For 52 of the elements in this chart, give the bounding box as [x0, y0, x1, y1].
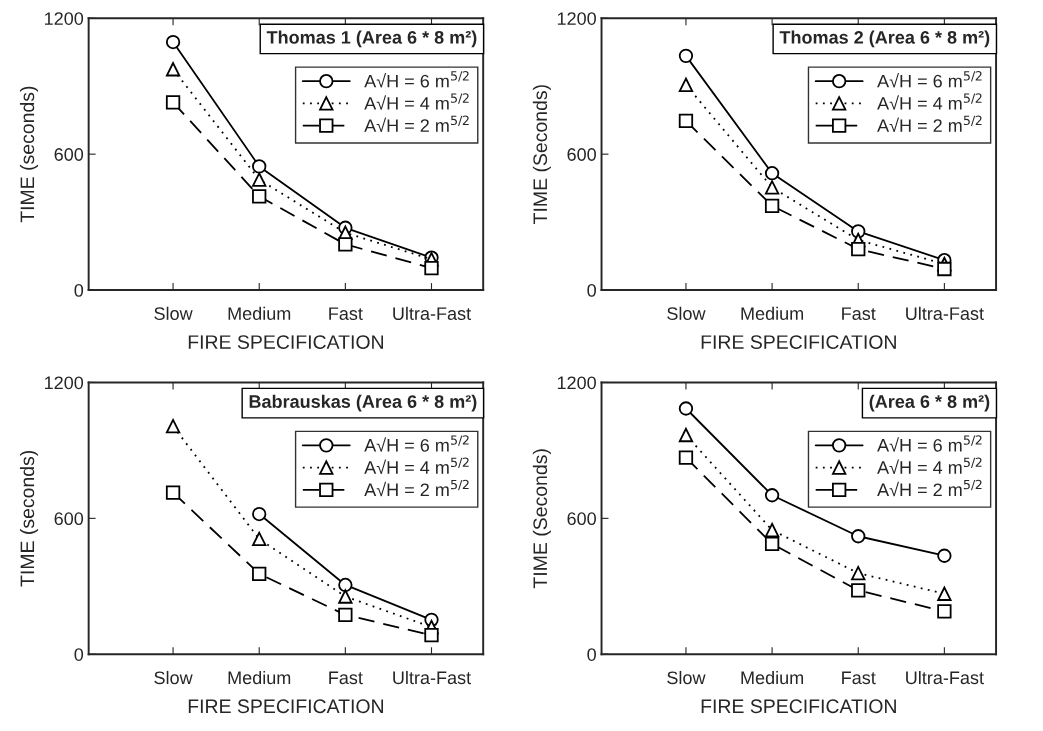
x-tick-label: Fast: [329, 671, 363, 685]
x-axis-title: FIRE SPECIFICATION: [701, 699, 896, 714]
x-tick-label: Medium: [741, 306, 804, 320]
y-tick-label: 0: [587, 648, 596, 661]
text: Babrauskas (Area 6 * 8 m²): [249, 394, 477, 412]
x-tick-label: Ultra-Fast: [906, 670, 984, 685]
x-axis-title: FIRE SPECIFICATION: [701, 335, 896, 349]
y-tick-label: 1200: [557, 376, 596, 390]
legend-label: A√H = 4 m$^{5/2}$: [877, 93, 982, 110]
x-tick-label: Medium: [228, 306, 291, 320]
y-tick-label: 1200: [45, 376, 84, 390]
x-tick-label: Slow: [154, 306, 193, 320]
x-axis-title: FIRE SPECIFICATION: [188, 699, 384, 714]
legend-label: A√H = 2 m$^{5/2}$: [364, 479, 469, 497]
x-tick-label: Slow: [154, 670, 193, 685]
x-tick-label: Medium: [228, 670, 291, 685]
x-tick-label: Fast: [329, 307, 363, 320]
legend-label: A√H = 4 m$^{5/2}$: [364, 93, 469, 110]
x-tick-label: Fast: [842, 671, 876, 685]
x-tick-label: Medium: [741, 670, 804, 685]
text: Thomas 1 (Area 6 * 8 m²): [266, 30, 477, 48]
y-tick-label: 0: [587, 283, 596, 297]
legend-label: A√H = 4 m$^{5/2}$: [364, 457, 469, 474]
legend-label: A√H = 6 m$^{5/2}$: [364, 71, 469, 88]
y-tick-label: 600: [54, 148, 84, 161]
x-axis-title: FIRE SPECIFICATION: [188, 335, 384, 349]
legend-label: A√H = 2 m$^{5/2}$: [364, 115, 469, 132]
y-tick-label: 600: [567, 512, 596, 526]
legend-label: A√H = 6 m$^{5/2}$: [877, 71, 982, 88]
y-tick-label: 1200: [557, 12, 596, 25]
x-tick-label: Slow: [667, 670, 706, 685]
y-tick-label: 600: [567, 148, 596, 161]
legend-label: A√H = 2 m$^{5/2}$: [877, 115, 982, 132]
y-axis-title: TIME (Seconds): [532, 85, 551, 224]
x-tick-label: Ultra-Fast: [906, 306, 984, 320]
y-tick-label: 600: [54, 512, 84, 526]
y-axis-title: TIME (seconds): [19, 86, 39, 223]
y-axis-title: TIME (seconds): [19, 450, 39, 587]
x-tick-label: Ultra-Fast: [393, 306, 471, 320]
y-tick-label: 0: [74, 283, 84, 297]
legend-label: A√H = 6 m$^{5/2}$: [877, 435, 982, 452]
text: (Area 6 * 8 m²): [869, 394, 990, 412]
text: Thomas 2 (Area 6 * 8 m²): [779, 30, 990, 48]
y-tick-label: 1200: [45, 12, 84, 25]
y-axis-title: TIME (Seconds): [532, 449, 551, 589]
legend-label: A√H = 2 m$^{5/2}$: [877, 479, 982, 497]
legend-label: A√H = 4 m$^{5/2}$: [877, 457, 982, 474]
x-tick-label: Ultra-Fast: [393, 670, 471, 685]
y-tick-label: 0: [74, 648, 84, 661]
x-tick-label: Fast: [842, 307, 876, 320]
legend-label: A√H = 6 m$^{5/2}$: [364, 435, 469, 452]
x-tick-label: Slow: [667, 306, 706, 320]
